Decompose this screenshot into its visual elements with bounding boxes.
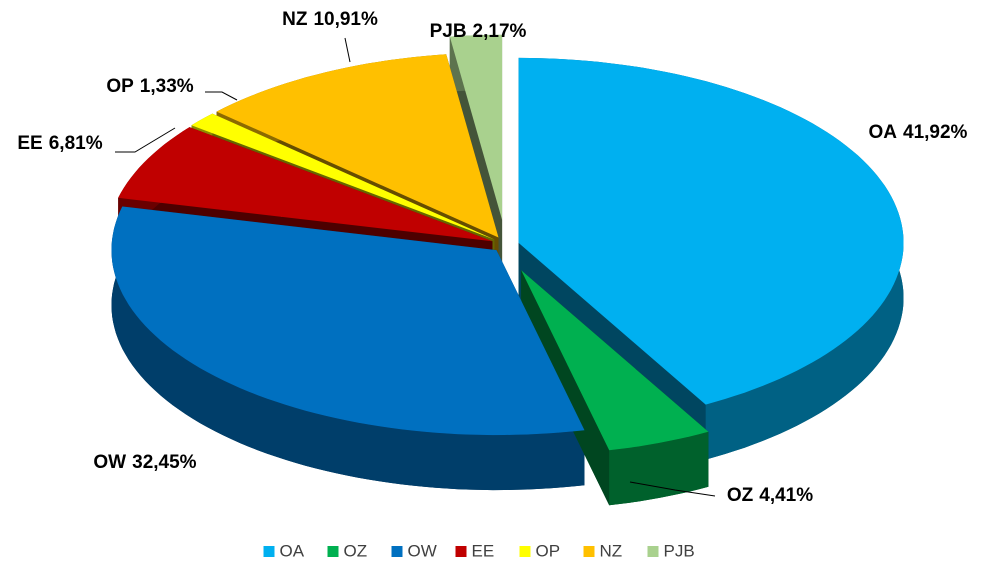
label-value: 4,41% bbox=[759, 485, 813, 506]
legend-label: NZ bbox=[600, 541, 623, 560]
label-value: 32,45% bbox=[132, 452, 197, 473]
leader-line bbox=[344, 37, 351, 63]
label-category: NZ bbox=[282, 9, 308, 30]
leader-line bbox=[629, 481, 716, 497]
label-category: OZ bbox=[727, 485, 754, 506]
leader-line bbox=[115, 127, 176, 153]
label-value: 2,17% bbox=[473, 21, 527, 42]
slice-rim bbox=[111, 206, 585, 491]
slice bbox=[449, 34, 503, 220]
label-value: 41,92% bbox=[903, 122, 968, 143]
data-label: OA 41,92% bbox=[869, 122, 968, 143]
legend-label: OA bbox=[280, 541, 305, 560]
label-category: OA bbox=[869, 122, 898, 143]
label-value: 6,81% bbox=[49, 133, 103, 154]
data-label: OW 32,45% bbox=[93, 452, 196, 473]
label-value: 1,33% bbox=[140, 76, 194, 97]
leader-line bbox=[205, 91, 238, 101]
label-value: 10,91% bbox=[313, 9, 378, 30]
slice bbox=[518, 57, 904, 405]
legend-label: EE bbox=[472, 541, 495, 560]
slice bbox=[111, 206, 585, 436]
data-label: NZ 10,91% bbox=[282, 9, 378, 30]
slice-wall bbox=[521, 270, 610, 506]
data-label: PJB 2,17% bbox=[430, 21, 527, 42]
label-category: PJB bbox=[430, 21, 467, 42]
label-category: EE bbox=[17, 133, 42, 154]
legend-swatch bbox=[391, 546, 403, 557]
slice-rim bbox=[609, 431, 709, 506]
legend-swatch bbox=[455, 546, 467, 557]
data-label: EE 6,81% bbox=[17, 133, 102, 154]
legend-label: OW bbox=[408, 541, 437, 560]
label-category: OP bbox=[106, 76, 134, 97]
legend-swatch bbox=[263, 546, 275, 557]
legend-swatch bbox=[583, 546, 595, 557]
data-label: OZ 4,41% bbox=[727, 485, 813, 506]
legend-label: OZ bbox=[344, 541, 368, 560]
legend-label: PJB bbox=[664, 541, 695, 560]
legend-swatch bbox=[327, 546, 339, 557]
slice bbox=[521, 270, 709, 451]
legend-swatch bbox=[647, 546, 659, 557]
slice bbox=[191, 113, 495, 240]
data-label: OP 1,33% bbox=[106, 76, 193, 97]
slice bbox=[216, 54, 499, 238]
label-category: OW bbox=[93, 452, 126, 473]
legend-label: OP bbox=[536, 541, 561, 560]
slice bbox=[118, 127, 493, 242]
legend-swatch bbox=[519, 546, 531, 557]
